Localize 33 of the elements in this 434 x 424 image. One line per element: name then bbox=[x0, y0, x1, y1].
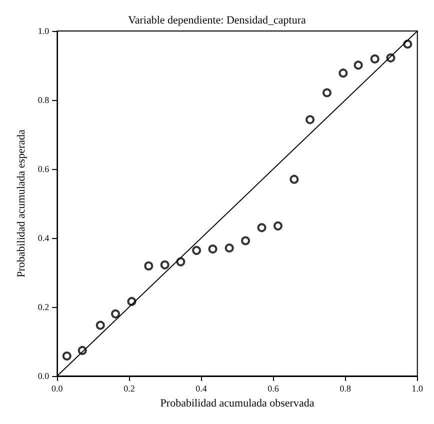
point bbox=[144, 261, 154, 270]
x-tick-label: 0.6 bbox=[268, 384, 280, 394]
y-tick-label: 0.4 bbox=[38, 233, 50, 243]
point bbox=[96, 320, 105, 330]
point bbox=[160, 260, 170, 270]
point bbox=[224, 244, 234, 253]
point bbox=[111, 309, 120, 318]
x-tick-label: 0.4 bbox=[196, 384, 208, 394]
point bbox=[273, 221, 282, 230]
point bbox=[257, 223, 266, 232]
x-tick-label: 0.8 bbox=[340, 384, 352, 394]
point bbox=[370, 54, 380, 64]
y-tick-label: 0.8 bbox=[38, 95, 50, 105]
y-tick-label: 1.0 bbox=[38, 26, 50, 36]
point bbox=[322, 88, 332, 98]
point bbox=[354, 60, 363, 70]
y-tick-label: 0.2 bbox=[38, 302, 50, 312]
x-tick-label: 1.0 bbox=[412, 384, 424, 394]
point bbox=[62, 351, 72, 360]
x-tick-label: 0.2 bbox=[124, 384, 135, 394]
y-axis-title: Probabilidad acumulada esperada bbox=[16, 129, 28, 278]
y-tick-label: 0.0 bbox=[38, 371, 50, 381]
x-tick-label: 0.0 bbox=[52, 384, 64, 394]
point bbox=[176, 257, 186, 266]
point bbox=[208, 244, 218, 254]
point bbox=[241, 236, 250, 246]
point bbox=[338, 68, 348, 78]
chart-title: Variable dependiente: Densidad_captura bbox=[128, 14, 306, 26]
x-axis-title: Probabilidad acumulada observada bbox=[160, 398, 314, 410]
point bbox=[306, 115, 315, 124]
y-tick-label: 0.6 bbox=[38, 164, 50, 174]
point bbox=[290, 174, 299, 184]
point bbox=[192, 246, 202, 255]
